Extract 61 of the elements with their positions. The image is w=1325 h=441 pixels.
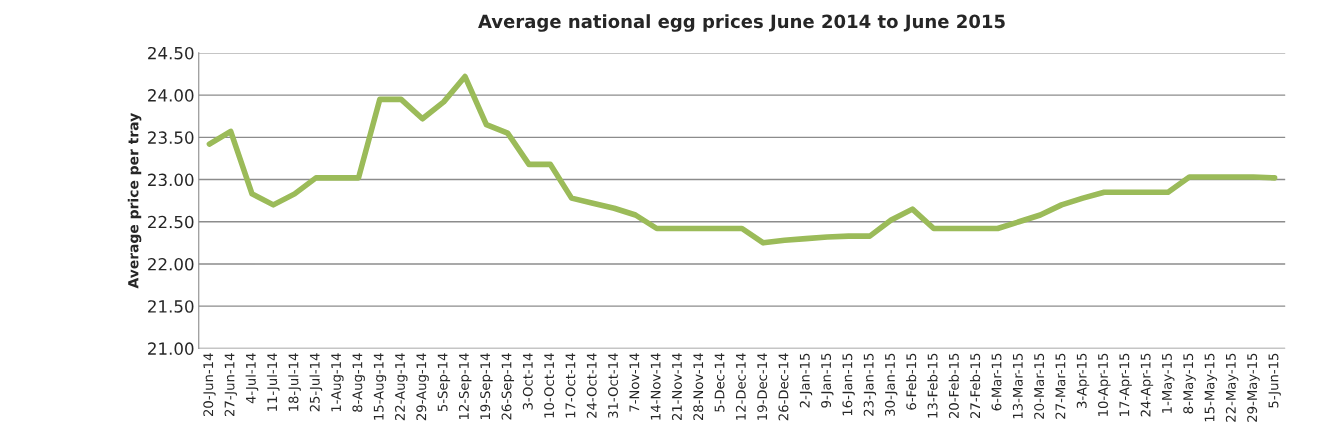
y-tick-label: 22.50 bbox=[148, 215, 194, 229]
x-tick-label: 21-Nov-14 bbox=[671, 353, 682, 421]
x-tick-label: 5-Dec-14 bbox=[714, 353, 725, 412]
x-tick-label: 31-Oct-14 bbox=[608, 353, 618, 418]
x-tick-label: 17-Oct-14 bbox=[565, 353, 576, 418]
y-tick-label: 24.00 bbox=[148, 89, 194, 102]
x-tick-label: 5-Jun-15 bbox=[1268, 353, 1281, 408]
x-tick-label: 20-Mar-15 bbox=[1034, 353, 1045, 419]
y-tick-label: 24.50 bbox=[148, 46, 194, 60]
x-tick-label: 19-Sep-14 bbox=[480, 353, 493, 420]
x-tick-label: 8-May-15 bbox=[1183, 353, 1196, 414]
x-tick-label: 22-Aug-14 bbox=[394, 353, 408, 421]
x-tick-label: 3-Oct-14 bbox=[522, 353, 533, 410]
x-tick-label: 8-Aug-14 bbox=[352, 353, 365, 412]
x-tick-label: 12-Dec-14 bbox=[735, 353, 746, 420]
x-tick-label: 30-Jan-15 bbox=[884, 353, 898, 416]
y-tick-label: 23.50 bbox=[148, 131, 194, 144]
x-tick-label: 13-Mar-15 bbox=[1012, 353, 1023, 419]
x-tick-label: 2-Jan-15 bbox=[799, 353, 813, 408]
x-tick-label: 27-Jun-14 bbox=[224, 353, 237, 417]
x-tick-label: 29-May-15 bbox=[1247, 353, 1260, 422]
x-tick-label: 29-Aug-14 bbox=[416, 353, 429, 421]
x-tick-label: 15-Aug-14 bbox=[373, 353, 387, 420]
x-tick-label: 12-Sep-14 bbox=[458, 353, 472, 420]
chart-title: Average national egg prices June 2014 to June 2015 bbox=[478, 14, 1005, 32]
x-tick-label: 9-Jan-15 bbox=[821, 353, 834, 408]
x-tick-label: 25-Jul-14 bbox=[309, 353, 323, 412]
x-tick-label: 16-Jan-15 bbox=[842, 353, 855, 416]
x-tick-label: 27-Feb-15 bbox=[969, 353, 981, 419]
x-tick-label: 6-Mar-15 bbox=[991, 353, 1002, 411]
x-tick-label: 20-Jun-14 bbox=[203, 353, 216, 417]
x-tick-label: 22-May-15 bbox=[1225, 353, 1239, 422]
x-tick-label: 10-Oct-14 bbox=[544, 353, 555, 418]
x-tick-label: 19-Dec-14 bbox=[757, 353, 768, 420]
y-tick-label: 21.50 bbox=[148, 300, 194, 313]
y-tick-label: 21.00 bbox=[148, 342, 194, 355]
x-tick-label: 10-Apr-15 bbox=[1098, 353, 1111, 416]
x-tick-label: 26-Sep-14 bbox=[501, 353, 515, 420]
x-tick-label: 17-Apr-15 bbox=[1119, 353, 1132, 416]
x-tick-label: 27-Mar-15 bbox=[1055, 353, 1066, 419]
x-tick-label: 24-Apr-15 bbox=[1140, 353, 1154, 417]
x-tick-label: 1-Aug-14 bbox=[331, 353, 344, 412]
x-tick-label: 20-Feb-15 bbox=[948, 353, 959, 419]
x-tick-label: 14-Nov-14 bbox=[650, 353, 661, 420]
x-tick-label: 3-Apr-15 bbox=[1076, 353, 1090, 408]
x-tick-label: 24-Oct-14 bbox=[586, 353, 597, 418]
x-tick-label: 18-Jul-14 bbox=[288, 353, 301, 411]
x-tick-label: 6-Feb-15 bbox=[906, 353, 917, 410]
x-tick-label: 1-May-15 bbox=[1162, 353, 1175, 413]
x-tick-label: 5-Sep-14 bbox=[437, 353, 451, 412]
x-tick-label: 13-Feb-15 bbox=[927, 353, 938, 418]
y-tick-label: 23.00 bbox=[148, 173, 194, 187]
x-tick-label: 11-Jul-14 bbox=[266, 353, 280, 411]
x-tick-label: 7-Nov-14 bbox=[629, 353, 640, 412]
x-tick-label: 23-Jan-15 bbox=[863, 353, 877, 416]
x-tick-label: 26-Dec-14 bbox=[778, 353, 789, 421]
x-tick-label: 15-May-15 bbox=[1204, 353, 1218, 422]
y-tick-label: 22.00 bbox=[148, 257, 194, 271]
x-tick-label: 28-Nov-14 bbox=[693, 353, 704, 421]
x-tick-label: 4-Jul-14 bbox=[245, 353, 259, 404]
y-axis-title: Average price per tray bbox=[127, 113, 142, 289]
